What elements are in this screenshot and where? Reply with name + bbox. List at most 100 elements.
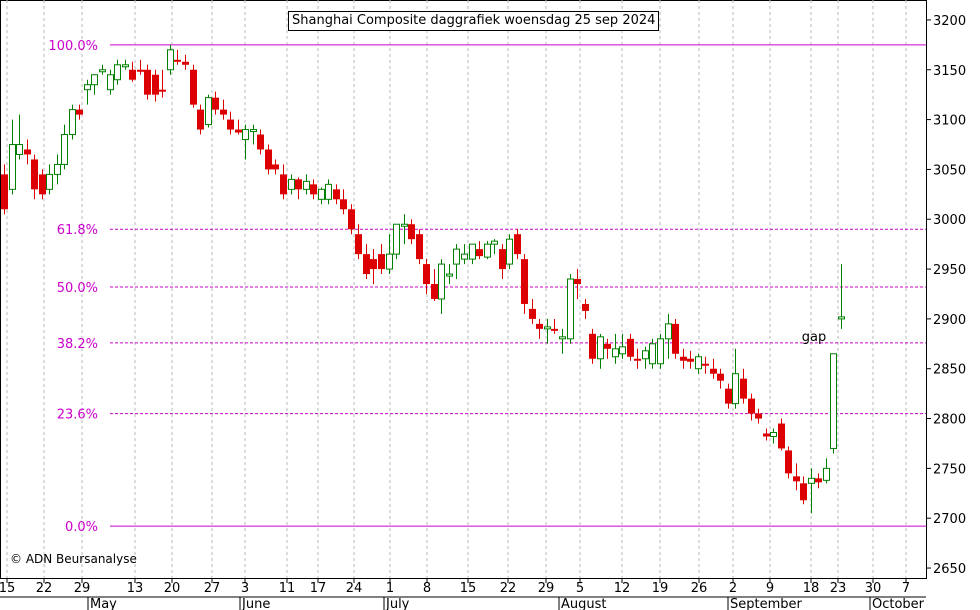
- candle-body: [567, 278, 574, 340]
- candle-body: [144, 69, 151, 95]
- chart-title: Shanghai Composite daggrafiek woensdag 2…: [288, 11, 660, 31]
- y-tick-label: 3150: [933, 64, 966, 79]
- candle-body: [325, 183, 332, 200]
- fib-level-label: 38.2%: [57, 337, 98, 352]
- x-tick-label: 18: [803, 581, 820, 596]
- x-tick-label: 27: [204, 581, 221, 596]
- candle-body: [499, 249, 506, 270]
- candle-body: [295, 179, 302, 190]
- candle-body: [355, 234, 362, 255]
- month-label: October: [872, 597, 925, 610]
- candle-body: [589, 333, 596, 359]
- x-tick-label: 13: [127, 581, 144, 596]
- candle-body: [386, 253, 393, 270]
- candle-body: [627, 338, 634, 357]
- candle-body: [732, 373, 739, 405]
- candle-body: [9, 144, 16, 190]
- candle-body: [378, 254, 385, 270]
- candle-body: [393, 223, 400, 255]
- x-tick-label: 15: [460, 581, 477, 596]
- candle-body: [152, 74, 159, 95]
- x-tick-label: 29: [538, 581, 555, 596]
- candle-body: [280, 174, 287, 195]
- candle-body: [687, 358, 694, 362]
- candle-body: [582, 303, 589, 311]
- x-tick-label: 8: [423, 581, 431, 596]
- candle-body: [363, 254, 370, 275]
- candle-body: [114, 64, 121, 81]
- candle-body: [303, 180, 310, 190]
- x-tick-label: 11: [279, 581, 296, 596]
- candle-body: [272, 164, 279, 170]
- month-label: September: [730, 597, 803, 610]
- x-tick-label: 9: [766, 581, 774, 596]
- candle-body: [24, 149, 31, 155]
- month-label: May: [90, 597, 117, 610]
- month-label: August: [561, 597, 607, 610]
- candle-body: [16, 144, 23, 155]
- x-tick-label: 1: [386, 581, 394, 596]
- y-tick-label: 2650: [933, 562, 966, 577]
- candle-body: [725, 388, 732, 404]
- y-tick-label: 3000: [933, 213, 966, 228]
- x-tick-label: 23: [830, 581, 847, 596]
- candle-body: [197, 109, 204, 130]
- candle-body: [521, 259, 528, 304]
- candle-body: [672, 323, 679, 354]
- candle-body: [46, 173, 53, 190]
- candle-body: [370, 259, 377, 270]
- y-tick-label: 2800: [933, 413, 966, 428]
- candle-body: [84, 84, 91, 91]
- candle-body: [770, 432, 777, 437]
- candle-body: [469, 243, 476, 260]
- candle-body: [815, 478, 822, 483]
- candle-body: [695, 356, 702, 370]
- candle-body: [318, 188, 325, 200]
- candle-body: [99, 69, 106, 73]
- x-tick-label: 22: [500, 581, 517, 596]
- candle-body: [174, 59, 181, 62]
- candle-body: [461, 253, 468, 260]
- y-tick-label: 2750: [933, 462, 966, 477]
- candle-body: [69, 109, 76, 136]
- candle-body: [808, 477, 815, 484]
- candle-body: [476, 249, 483, 257]
- candle-body: [61, 134, 68, 165]
- candle-body: [310, 184, 317, 195]
- candle-body: [717, 373, 724, 381]
- x-tick-label: 20: [164, 581, 181, 596]
- y-tick-label: 2900: [933, 313, 966, 328]
- x-tick-label: 15: [0, 581, 15, 596]
- candle-body: [205, 97, 212, 126]
- y-tick-label: 2850: [933, 363, 966, 378]
- candle-body: [137, 69, 144, 72]
- candle-body: [190, 69, 197, 105]
- y-tick-label: 3050: [933, 163, 966, 178]
- candle-body: [800, 483, 807, 501]
- candle-body: [257, 134, 264, 150]
- candle-body: [348, 209, 355, 230]
- candle-body: [551, 328, 558, 331]
- candle-body: [619, 346, 626, 355]
- candle-body: [491, 240, 498, 245]
- fib-level-label: 61.8%: [57, 223, 98, 238]
- candle-body: [484, 243, 491, 258]
- candle-body: [597, 336, 604, 360]
- candle-body: [288, 178, 295, 190]
- candle-body: [446, 273, 453, 277]
- x-tick-label: 24: [346, 581, 363, 596]
- candle-body: [76, 109, 83, 115]
- x-tick-label: 26: [691, 581, 708, 596]
- candle-body: [408, 224, 415, 240]
- candle-body: [340, 199, 347, 210]
- candle-body: [107, 74, 114, 91]
- candle-body: [544, 326, 551, 330]
- x-tick-label: 12: [614, 581, 631, 596]
- candle-body: [763, 433, 770, 437]
- candle-body: [453, 248, 460, 265]
- month-label: July: [385, 597, 410, 610]
- y-tick-label: 3100: [933, 114, 966, 129]
- x-tick-label: 29: [74, 581, 91, 596]
- candle-body: [167, 49, 174, 71]
